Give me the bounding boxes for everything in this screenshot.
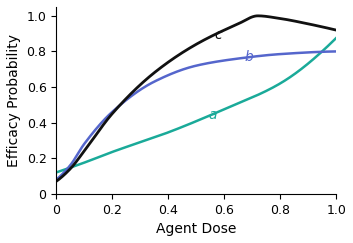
Y-axis label: Efficacy Probability: Efficacy Probability bbox=[7, 34, 21, 167]
Text: a: a bbox=[209, 108, 217, 122]
Text: c: c bbox=[215, 27, 222, 42]
Text: b: b bbox=[245, 50, 254, 64]
X-axis label: Agent Dose: Agent Dose bbox=[156, 222, 237, 236]
